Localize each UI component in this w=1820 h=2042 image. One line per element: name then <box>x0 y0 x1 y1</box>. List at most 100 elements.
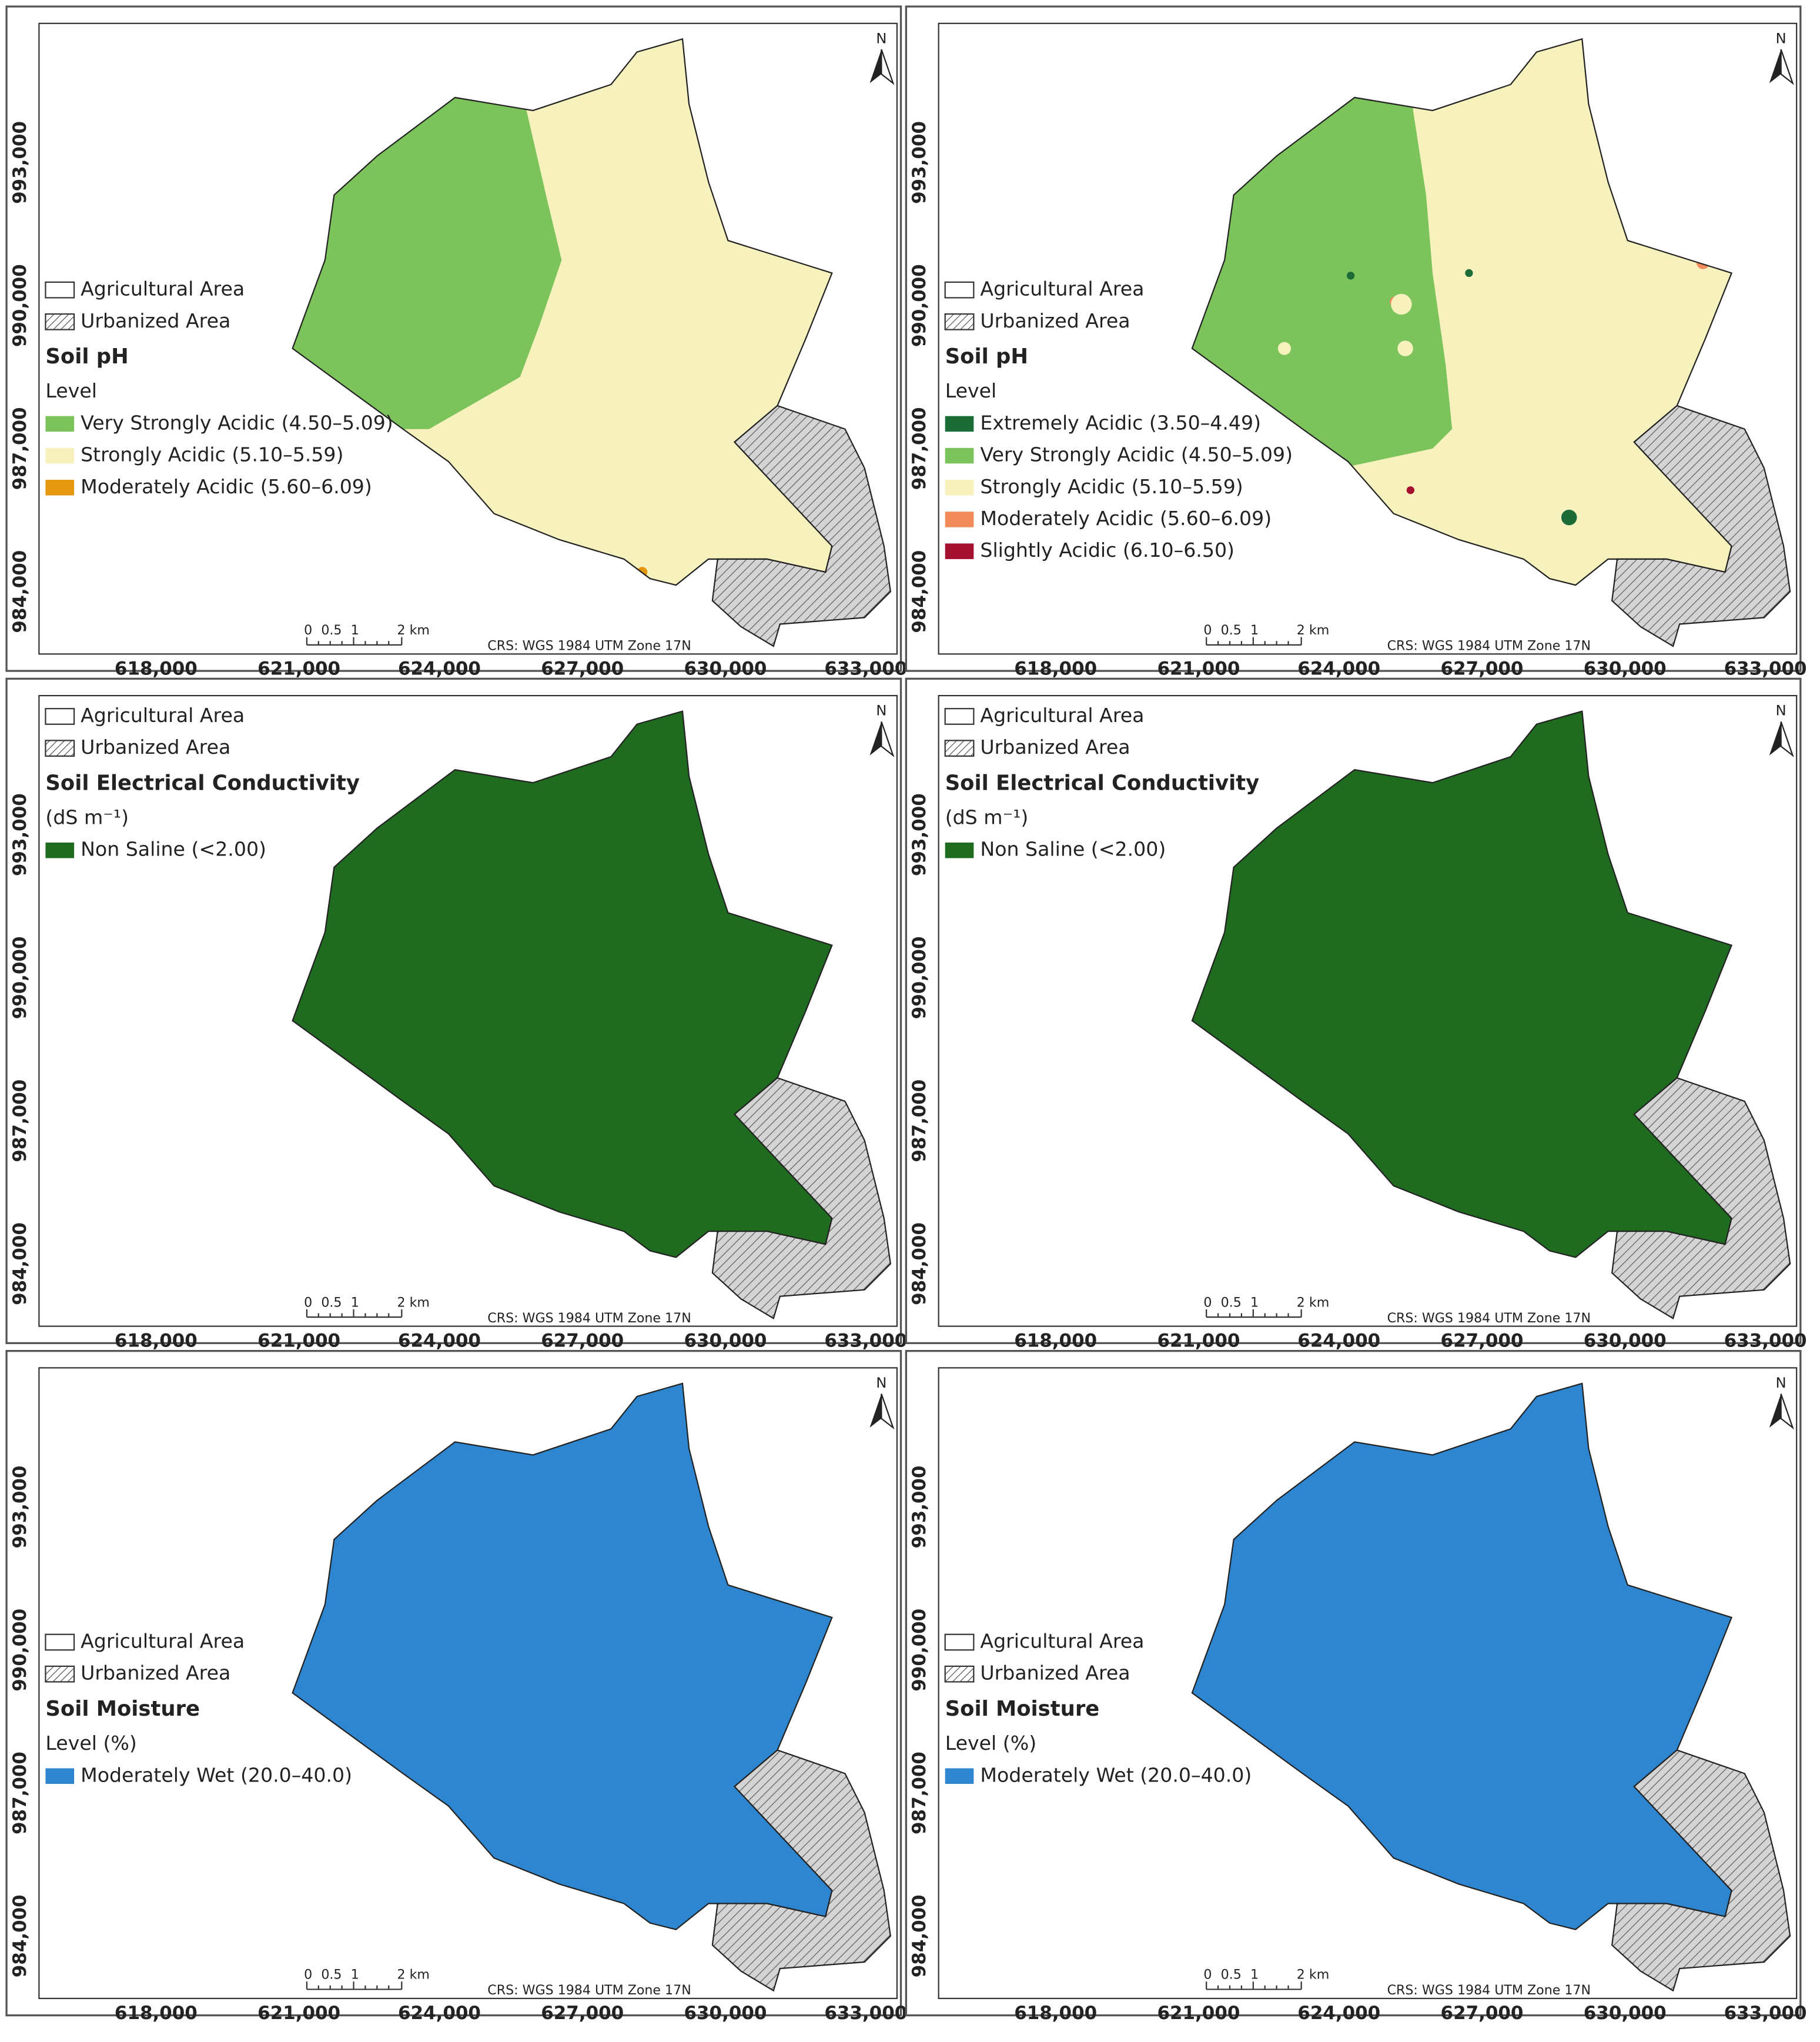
scale-label: 0.5 <box>1221 1295 1242 1310</box>
x-coordinate-label: 624,000 <box>1297 2003 1380 2024</box>
legend-title: Soil Electrical Conductivity <box>45 771 359 795</box>
y-coordinate-label: 987,000 <box>9 407 31 490</box>
y-coordinate-label: 993,000 <box>9 121 31 204</box>
legend-swatch <box>945 512 974 527</box>
legend-label: Moderately Acidic (5.60–6.09) <box>81 475 372 498</box>
north-arrow <box>1769 49 1781 83</box>
crs-label: CRS: WGS 1984 UTM Zone 17N <box>487 639 691 654</box>
scale-bar <box>306 1309 403 1318</box>
legend-subtitle: Level <box>45 379 97 402</box>
scale-label: 0 <box>304 1967 312 1983</box>
legend-label: Agricultural Area <box>81 1629 245 1652</box>
urbanized-area <box>711 1749 892 1992</box>
y-coordinate-label: 990,000 <box>9 937 31 1020</box>
north-label: N <box>1776 29 1786 46</box>
north-arrow <box>1769 1393 1781 1428</box>
scale-label: 2 km <box>397 623 430 638</box>
legend-swatch <box>945 1768 974 1784</box>
x-coordinate-label: 618,000 <box>115 1331 198 1352</box>
map-frame <box>38 694 898 1327</box>
legend-swatch <box>45 480 75 496</box>
north-arrow-half <box>881 1393 895 1430</box>
legend-swatch <box>944 708 975 725</box>
legend-title: Soil Electrical Conductivity <box>945 771 1259 795</box>
legend-swatch <box>45 281 75 299</box>
x-coordinate-label: 627,000 <box>541 2003 624 2024</box>
legend-swatch <box>944 1633 975 1651</box>
x-coordinate-label: 627,000 <box>1441 658 1524 679</box>
scale-label: 1 <box>351 1967 359 1983</box>
north-arrow <box>869 721 882 756</box>
north-label: N <box>1776 702 1786 719</box>
scale-label: 1 <box>351 623 359 638</box>
north-arrow <box>1769 721 1781 756</box>
legend-swatch <box>945 416 974 432</box>
x-coordinate-label: 633,000 <box>1724 2003 1807 2024</box>
map-panel: 618,000 621,000 624,000 627,000 630,000 633,0… <box>905 5 1807 679</box>
y-coordinate-label: 987,000 <box>9 1080 31 1162</box>
legend-label: Urbanized Area <box>81 309 230 332</box>
legend-swatch <box>45 1665 75 1683</box>
y-coordinate-label: 987,000 <box>909 1752 930 1834</box>
legend-label: Strongly Acidic (5.10–5.59) <box>81 443 343 466</box>
legend-subtitle: Level <box>945 379 997 402</box>
north-arrow-half <box>1780 721 1794 757</box>
legend-label: Urbanized Area <box>980 1662 1130 1685</box>
map-panel: 618,000 621,000 624,000 627,000 630,000 633,0… <box>5 677 907 1352</box>
x-coordinate-label: 630,000 <box>1584 2003 1667 2024</box>
legend-subtitle: (dS m⁻¹) <box>945 806 1029 829</box>
legend-label: Non Saline (<2.00) <box>81 838 266 861</box>
scale-label: 0 <box>1203 623 1212 638</box>
north-arrow-half <box>1780 1393 1794 1430</box>
urbanized-area <box>1611 1077 1791 1320</box>
scale-bar <box>1206 1309 1302 1318</box>
legend-label: Agricultural Area <box>81 278 245 300</box>
north-arrow-half <box>881 721 895 757</box>
urbanized-area <box>711 405 892 647</box>
map-frame <box>38 1367 898 2000</box>
scale-bar <box>306 1981 403 1990</box>
scale-label: 0 <box>304 623 312 638</box>
scale-label: 0.5 <box>1221 623 1242 638</box>
scale-label: 0 <box>1203 1967 1212 1983</box>
ph-patch <box>1391 293 1412 315</box>
y-coordinate-label: 993,000 <box>909 793 930 876</box>
y-coordinate-label: 990,000 <box>9 264 31 347</box>
crs-label: CRS: WGS 1984 UTM Zone 17N <box>487 1983 691 1998</box>
scale-label: 1 <box>1250 1967 1259 1983</box>
legend-title: Soil pH <box>45 345 128 369</box>
legend-label: Urbanized Area <box>81 1662 230 1685</box>
legend-swatch <box>945 447 974 464</box>
map-panel: 618,000 621,000 624,000 627,000 630,000 633,0… <box>5 5 907 679</box>
ph-patch <box>1406 486 1415 494</box>
y-coordinate-label: 984,000 <box>9 1222 31 1305</box>
north-label: N <box>876 1374 886 1391</box>
legend-title: Soil Moisture <box>45 1697 200 1721</box>
x-coordinate-label: 633,000 <box>824 2003 907 2024</box>
legend-label: Agricultural Area <box>980 704 1144 727</box>
scale-label: 0.5 <box>321 1967 342 1983</box>
crs-label: CRS: WGS 1984 UTM Zone 17N <box>487 1311 691 1326</box>
legend-label: Non Saline (<2.00) <box>980 838 1166 861</box>
ph-patch <box>1347 272 1355 280</box>
x-coordinate-label: 630,000 <box>684 658 767 679</box>
legend-title: Soil Moisture <box>945 1697 1100 1721</box>
scale-label: 2 km <box>1297 623 1329 638</box>
legend-swatch <box>45 1633 75 1651</box>
scale-label: 0.5 <box>1221 1967 1242 1983</box>
map-panel: 618,000 621,000 624,000 627,000 630,000 633,0… <box>5 1349 907 2024</box>
study-area-outline <box>1191 710 1733 1258</box>
legend-title: Soil pH <box>945 345 1028 369</box>
x-coordinate-label: 630,000 <box>684 1331 767 1352</box>
y-coordinate-label: 993,000 <box>909 1466 930 1549</box>
legend-swatch <box>945 543 974 559</box>
urbanized-area <box>711 1077 892 1320</box>
scale-label: 2 km <box>397 1967 430 1983</box>
x-coordinate-label: 630,000 <box>1584 658 1667 679</box>
study-area-outline <box>1191 38 1733 586</box>
legend-label: Urbanized Area <box>81 736 230 758</box>
legend-swatch <box>944 740 975 757</box>
north-label: N <box>876 29 886 46</box>
